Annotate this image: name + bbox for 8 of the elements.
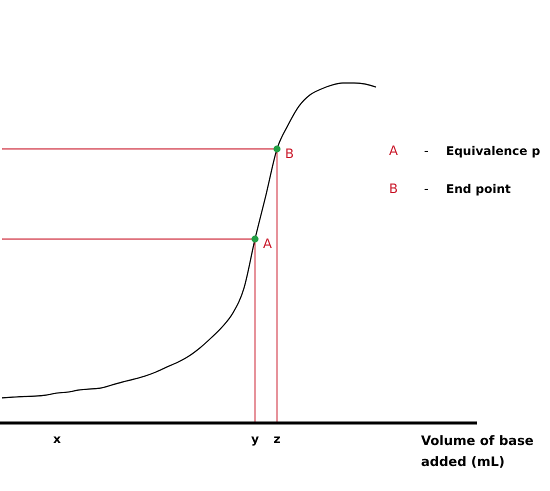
annotation: B bbox=[285, 146, 294, 162]
x-tick-label: y bbox=[251, 432, 260, 446]
annotation: A bbox=[263, 237, 272, 252]
text: B - End point bbox=[389, 182, 511, 197]
text: A - Equivalence p bbox=[389, 144, 540, 159]
x-axis-title: Volume of base added (mL) bbox=[421, 434, 534, 470]
x-tick-label: z bbox=[274, 432, 281, 446]
x-tick-label: x bbox=[53, 432, 62, 446]
